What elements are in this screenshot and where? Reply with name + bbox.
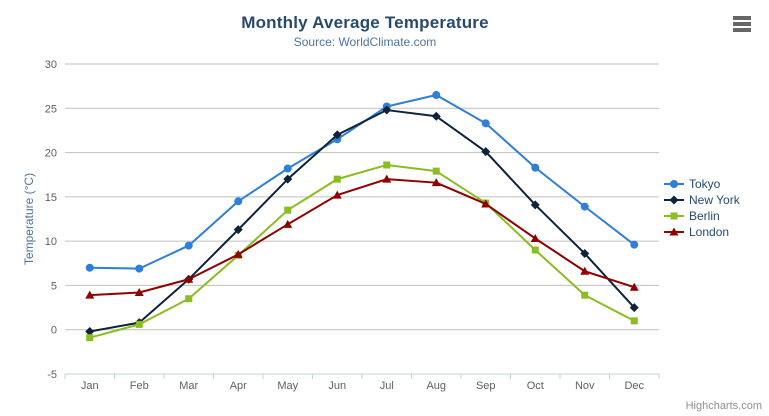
highcharts-credit-link[interactable]: Highcharts.com [685, 400, 762, 412]
legend-label: Berlin [689, 209, 720, 223]
x-axis-tick-label: Jan [81, 380, 99, 392]
legend-item-london[interactable]: London [664, 224, 740, 240]
legend-marker [669, 195, 679, 205]
data-point-berlin[interactable] [383, 161, 391, 169]
x-axis-tick-label: Nov [575, 380, 595, 392]
data-point-london[interactable] [530, 233, 540, 242]
legend-item-berlin[interactable]: Berlin [664, 208, 740, 224]
hamburger-icon [733, 22, 751, 26]
series-line-tokyo [88, 94, 636, 270]
data-point-tokyo[interactable] [85, 263, 94, 272]
series-new-york[interactable] [85, 105, 639, 336]
data-point-berlin[interactable] [630, 317, 638, 325]
y-axis-tick-label: 5 [51, 280, 57, 292]
legend-marker [669, 227, 679, 236]
data-point-new-york[interactable] [629, 303, 639, 313]
legend-label: London [689, 225, 730, 239]
context-menu-button[interactable] [729, 13, 755, 35]
data-point-berlin[interactable] [135, 320, 143, 328]
x-axis-tick-label: Feb [130, 380, 149, 392]
y-axis-tick-label: 0 [51, 325, 57, 337]
chart-title: Monthly Average Temperature [241, 13, 489, 32]
legend-circle-icon [664, 180, 684, 188]
x-axis-tick-label: May [277, 380, 298, 392]
data-point-london[interactable] [431, 178, 441, 187]
x-axis-tick-label: Aug [426, 380, 446, 392]
y-axis-tick-label: 20 [45, 148, 57, 160]
data-point-london[interactable] [283, 219, 293, 228]
data-point-berlin[interactable] [432, 167, 440, 175]
series-tokyo[interactable] [85, 91, 639, 273]
data-point-london[interactable] [580, 266, 590, 275]
data-point-new-york[interactable] [382, 105, 392, 115]
data-point-berlin[interactable] [284, 206, 292, 214]
data-point-new-york[interactable] [431, 111, 441, 121]
y-axis-tick-label: 15 [45, 192, 57, 204]
series-line-london [88, 178, 636, 297]
data-point-london[interactable] [233, 249, 243, 258]
data-point-tokyo[interactable] [234, 197, 243, 206]
x-axis-tick-label: Jun [328, 380, 346, 392]
chart-subtitle: Source: WorldClimate.com [293, 35, 437, 49]
data-point-new-york[interactable] [332, 130, 342, 140]
data-point-berlin[interactable] [86, 334, 94, 342]
data-point-london[interactable] [481, 199, 491, 208]
data-point-tokyo[interactable] [184, 241, 193, 250]
legend-item-new-york[interactable]: New York [664, 192, 740, 208]
series-london[interactable] [85, 174, 639, 299]
x-axis-tick-label: Apr [230, 380, 247, 392]
y-axis-tick-label: -5 [47, 369, 57, 381]
series-line-new-york [88, 109, 636, 333]
data-point-berlin[interactable] [185, 295, 193, 303]
data-point-tokyo[interactable] [283, 164, 292, 173]
series-line-berlin [88, 163, 636, 339]
x-axis-tick-label: Dec [624, 380, 644, 392]
data-point-berlin[interactable] [333, 175, 341, 183]
y-axis-title: Temperature (°C) [22, 172, 36, 266]
data-point-london[interactable] [184, 274, 194, 283]
data-point-new-york[interactable] [481, 147, 491, 157]
data-point-new-york[interactable] [580, 249, 590, 259]
legend-label: New York [689, 193, 740, 207]
data-point-new-york[interactable] [233, 225, 243, 235]
y-axis-tick-label: 10 [45, 236, 57, 248]
x-axis-tick-label: Oct [527, 380, 544, 392]
legend-marker [670, 180, 678, 188]
legend-marker [670, 212, 678, 220]
data-point-berlin[interactable] [581, 291, 589, 299]
data-point-london[interactable] [85, 290, 95, 299]
data-point-new-york[interactable] [283, 174, 293, 184]
data-point-london[interactable] [332, 190, 342, 199]
y-axis-tick-label: 30 [45, 59, 57, 71]
hamburger-icon [733, 16, 751, 20]
legend-square-icon [664, 212, 684, 220]
x-axis-tick-label: Mar [179, 380, 198, 392]
hamburger-icon [733, 28, 751, 32]
legend-item-tokyo[interactable]: Tokyo [664, 176, 740, 192]
data-point-new-york[interactable] [85, 326, 95, 336]
data-point-berlin[interactable] [531, 246, 539, 254]
data-point-tokyo[interactable] [432, 91, 441, 99]
data-point-tokyo[interactable] [531, 163, 540, 172]
data-point-tokyo[interactable] [135, 264, 144, 273]
data-point-london[interactable] [629, 282, 639, 291]
data-point-london[interactable] [134, 288, 144, 297]
data-point-tokyo[interactable] [481, 119, 490, 128]
legend-triangle-icon [664, 227, 684, 236]
data-point-tokyo[interactable] [630, 240, 639, 249]
legend: Tokyo New York Berlin London [664, 176, 740, 240]
legend-diamond-icon [664, 195, 684, 205]
data-point-tokyo[interactable] [580, 202, 589, 211]
x-axis-tick-label: Jul [380, 380, 394, 392]
data-point-london[interactable] [382, 174, 392, 183]
x-axis-tick-label: Sep [476, 380, 496, 392]
legend-label: Tokyo [689, 177, 721, 191]
data-point-new-york[interactable] [530, 200, 540, 210]
y-axis-tick-label: 25 [45, 103, 57, 115]
